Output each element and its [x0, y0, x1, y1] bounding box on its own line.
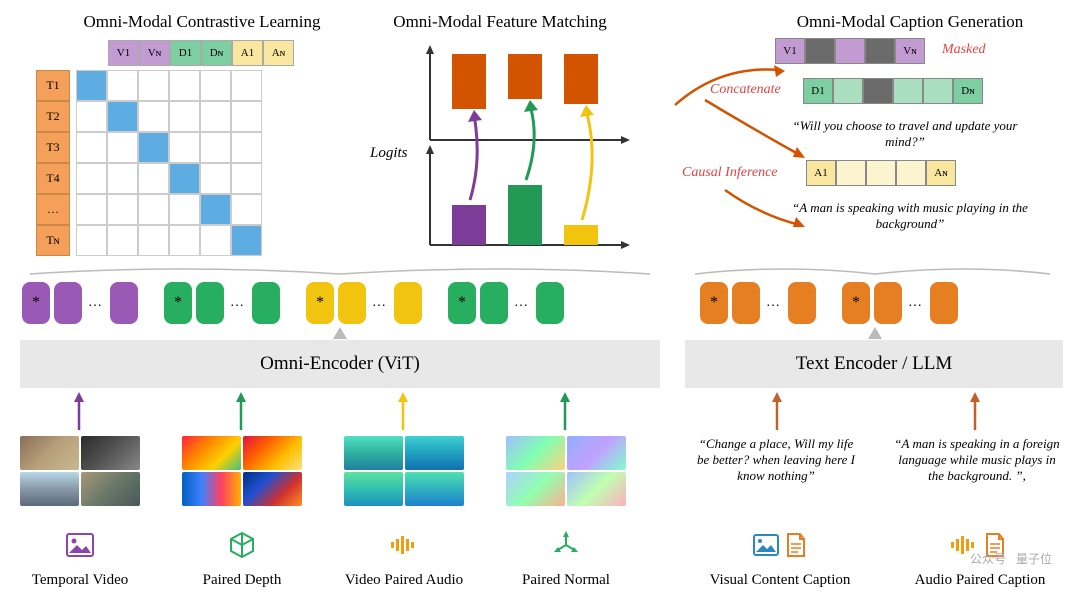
arrow-encoder-up-left: [330, 327, 350, 341]
title-caption: Omni-Modal Caption Generation: [770, 12, 1050, 32]
image-icon: [65, 530, 95, 560]
watermark: 公众号 量子位: [970, 550, 1052, 567]
arrow-input-1: [70, 392, 88, 432]
arrow-input-4: [556, 392, 574, 432]
feature-chart-svg: [410, 40, 640, 250]
matrix-col-headers: V1VɴD1DɴA1Aɴ: [108, 40, 294, 66]
arrow-encoder-up-right: [865, 327, 885, 341]
normal-icon: [551, 530, 581, 560]
img-grid-depth: [182, 436, 302, 506]
img-grid-audio: [344, 436, 464, 506]
text-encoder: Text Encoder / LLM: [685, 340, 1063, 388]
visual-caption-icons: [720, 530, 840, 560]
img-grid-video: [20, 436, 140, 506]
audio-icon: [389, 530, 419, 560]
arrow-input-5: [768, 392, 786, 432]
brace-right: [685, 260, 1060, 280]
arrow-causal: [720, 185, 810, 240]
anno-masked: Masked: [942, 42, 986, 58]
matrix-block: V1VɴD1DɴA1Aɴ T1T2T3T4…Tɴ: [36, 40, 294, 256]
d-strip: D1Dɴ: [803, 78, 983, 104]
caption1: “Will you choose to travel and update yo…: [790, 118, 1020, 150]
title-matching: Omni-Modal Feature Matching: [370, 12, 630, 32]
arrow-concat: [700, 95, 810, 165]
a-strip: A1Aɴ: [806, 160, 956, 186]
label-vcc: Visual Content Caption: [690, 572, 870, 589]
caption2: “A man is speaking with music playing in…: [790, 200, 1030, 232]
label-normal: Paired Normal: [506, 572, 626, 589]
img-grid-normal: [506, 436, 626, 506]
label-depth: Paired Depth: [182, 572, 302, 589]
brace-left: [20, 260, 660, 280]
arrow-input-6: [966, 392, 984, 432]
cube-icon: [227, 530, 257, 560]
label-video: Temporal Video: [20, 572, 140, 589]
matrix-row-headers: T1T2T3T4…Tɴ: [36, 70, 70, 256]
bottom-caption2: “A man is speaking in a foreign language…: [892, 436, 1062, 484]
title-contrastive: Omni-Modal Contrastive Learning: [72, 12, 332, 32]
anno-causal: Causal Inference: [682, 165, 778, 181]
v-strip: V1Vɴ: [775, 38, 925, 64]
matrix-grid: [76, 70, 262, 256]
feature-chart: Logits: [410, 40, 640, 250]
tokens-left: *…*…*…*…: [22, 282, 564, 324]
arrow-input-3: [394, 392, 412, 432]
tokens-right: *…*…: [700, 282, 958, 324]
omni-encoder: Omni-Encoder (ViT): [20, 340, 660, 388]
bottom-caption1: “Change a place, Will my life be better?…: [696, 436, 856, 484]
label-apc: Audio Paired Caption: [890, 572, 1070, 589]
logits-label: Logits: [370, 145, 408, 162]
label-audio: Video Paired Audio: [334, 572, 474, 589]
arrow-input-2: [232, 392, 250, 432]
